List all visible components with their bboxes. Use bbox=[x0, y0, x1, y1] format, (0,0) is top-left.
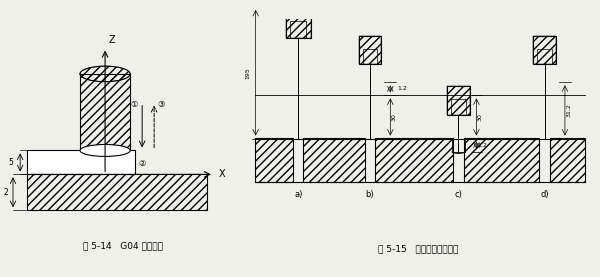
Bar bbox=[533, 36, 556, 64]
Text: 30: 30 bbox=[392, 113, 397, 121]
Text: b): b) bbox=[365, 190, 374, 199]
Bar bbox=[28, 175, 207, 210]
Bar bbox=[464, 138, 539, 181]
Bar bbox=[447, 86, 470, 115]
Bar bbox=[375, 138, 453, 181]
Bar bbox=[362, 48, 377, 64]
Text: c): c) bbox=[455, 190, 463, 199]
Bar bbox=[375, 138, 453, 181]
Text: 30: 30 bbox=[478, 113, 482, 121]
Bar bbox=[359, 36, 382, 64]
Bar bbox=[537, 48, 552, 64]
Bar bbox=[533, 36, 556, 64]
Bar bbox=[550, 138, 585, 181]
Bar bbox=[304, 138, 365, 181]
Ellipse shape bbox=[80, 145, 130, 157]
Bar bbox=[80, 74, 130, 150]
Bar bbox=[359, 36, 382, 64]
Text: 图 5-14   G04 编程举例: 图 5-14 G04 编程举例 bbox=[83, 242, 163, 251]
Bar bbox=[290, 21, 307, 38]
Text: a): a) bbox=[294, 190, 302, 199]
Bar bbox=[286, 7, 311, 38]
Text: 图 5-15   刀具长度补偿示例: 图 5-15 刀具长度补偿示例 bbox=[377, 244, 458, 253]
Text: ③: ③ bbox=[158, 100, 165, 109]
Text: ①: ① bbox=[130, 100, 137, 109]
Bar bbox=[80, 74, 130, 150]
Text: d): d) bbox=[540, 190, 549, 199]
Text: 31.2: 31.2 bbox=[566, 103, 571, 117]
Bar bbox=[464, 138, 539, 181]
Bar bbox=[255, 138, 293, 181]
Text: 2: 2 bbox=[4, 188, 8, 197]
Bar bbox=[304, 138, 365, 181]
Text: 195: 195 bbox=[245, 67, 250, 79]
Bar bbox=[550, 138, 585, 181]
Text: 1.2: 1.2 bbox=[478, 143, 488, 148]
Bar bbox=[451, 99, 466, 115]
Text: X: X bbox=[218, 169, 226, 179]
Bar bbox=[28, 150, 135, 175]
Text: 5: 5 bbox=[8, 158, 13, 167]
Bar bbox=[447, 86, 470, 115]
Text: Z: Z bbox=[109, 35, 115, 45]
Text: ②: ② bbox=[139, 159, 146, 168]
Bar bbox=[28, 175, 207, 210]
Bar bbox=[255, 138, 293, 181]
Bar bbox=[286, 7, 311, 38]
Text: 1.2: 1.2 bbox=[397, 86, 407, 91]
